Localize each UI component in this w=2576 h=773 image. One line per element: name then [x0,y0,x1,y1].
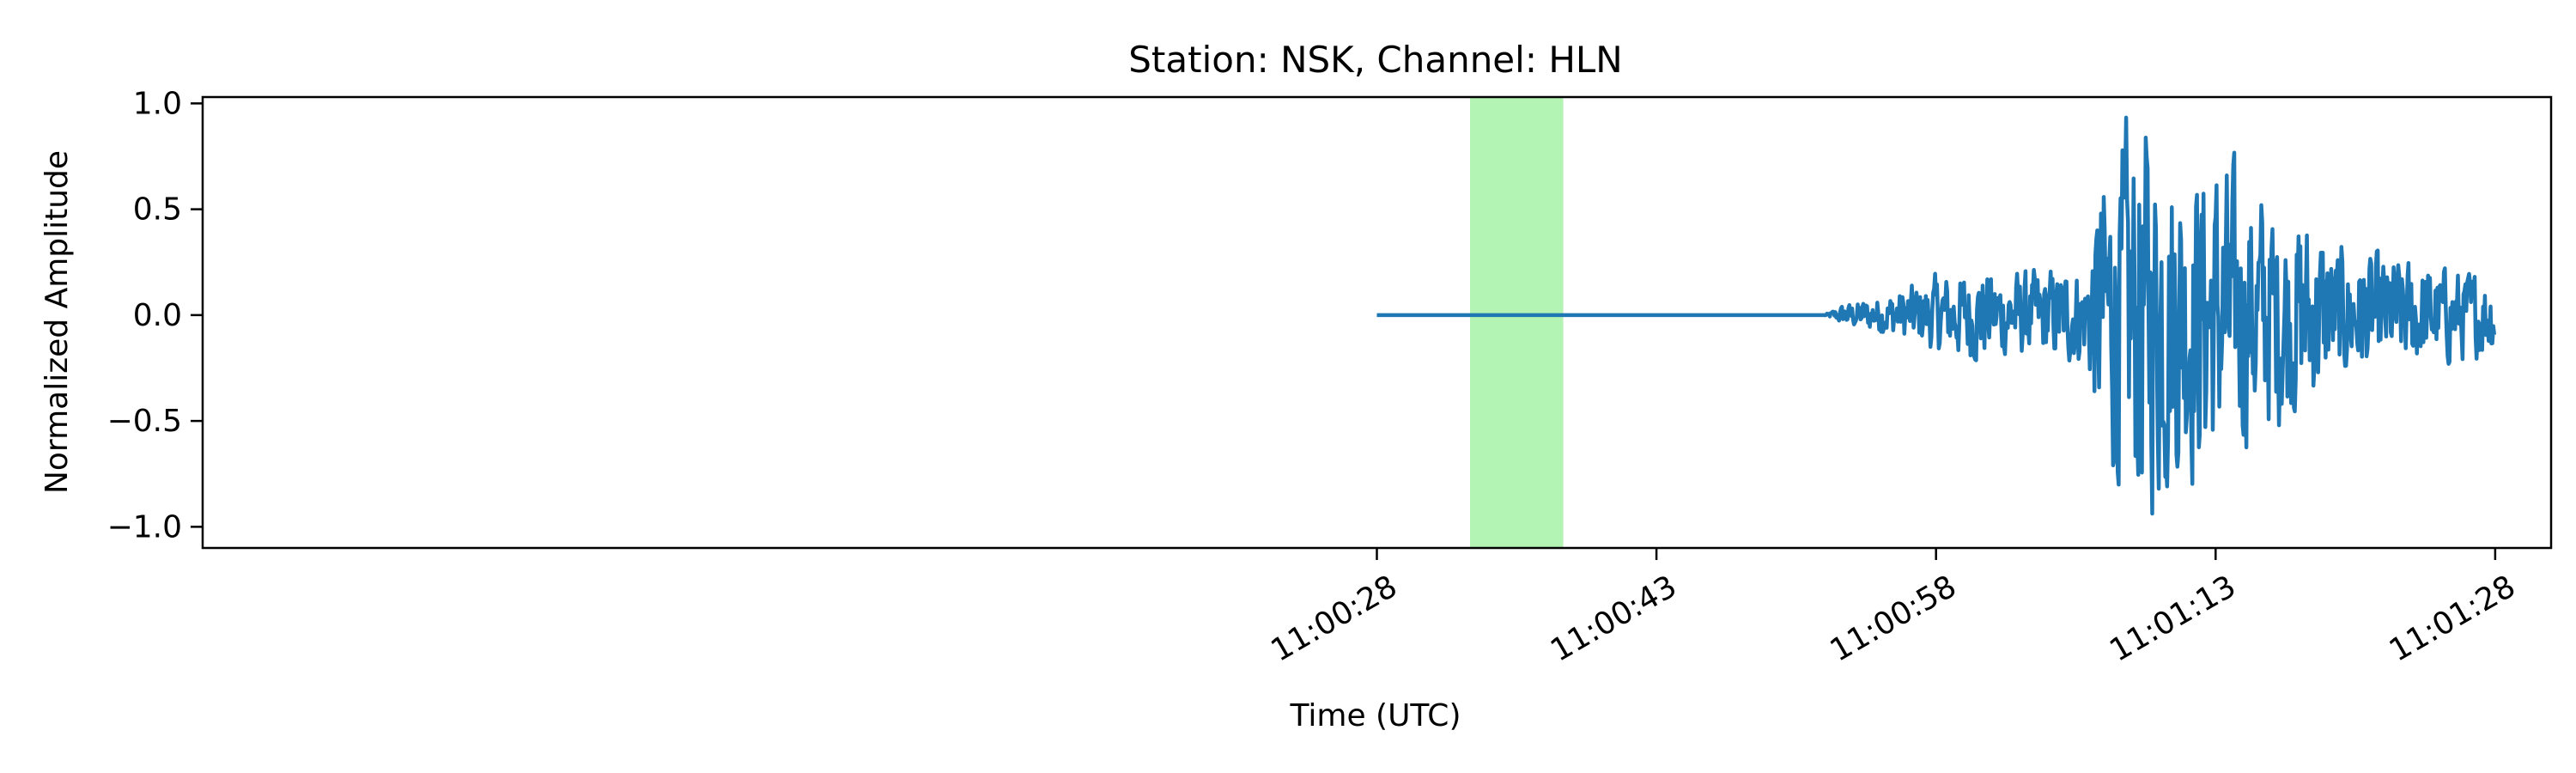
waveform-line [1376,115,2497,516]
y-axis-label: Normalized Amplitude [39,150,75,494]
y-tick-label: −1.0 [107,509,182,545]
y-axis: 1.0 0.5 0.0 −0.5 −1.0 [107,86,203,545]
x-tick-label: 11:00:43 [1545,569,1683,668]
x-tick-label: 11:00:28 [1265,569,1403,668]
plot-area [201,95,2553,550]
y-tick-label: −0.5 [107,404,182,439]
y-tick-label: 1.0 [133,86,182,121]
highlight-window [1470,97,1564,548]
x-axis-label: Time (UTC) [1289,698,1461,733]
x-tick-label: 11:01:13 [2104,569,2242,668]
x-tick-label: 11:01:28 [2384,569,2522,668]
y-tick-label: 0.0 [133,298,182,333]
chart-title: Station: NSK, Channel: HLN [1128,39,1622,81]
x-tick-label: 11:00:58 [1825,569,1963,668]
y-tick-label: 0.5 [133,192,182,228]
x-axis: 11:00:28 11:00:43 11:00:58 11:01:13 11:01:28 [1265,548,2521,669]
